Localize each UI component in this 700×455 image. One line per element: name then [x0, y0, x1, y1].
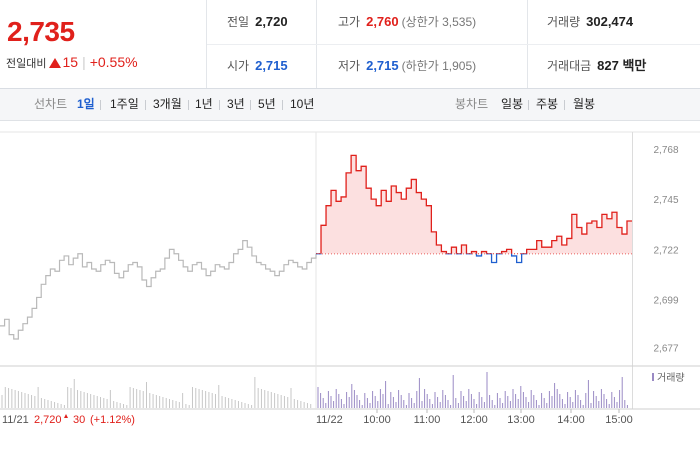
- tab-daily-candle[interactable]: 일봉: [501, 97, 524, 111]
- volume-label: 거래량: [547, 15, 581, 29]
- tab-separator: [564, 100, 565, 110]
- stats-row: 시가 2,715 저가 2,715 (하한가 1,905) 거래대금 827 백만: [207, 44, 700, 88]
- tab-separator: [100, 100, 101, 110]
- y-tick-label: 2,768: [653, 145, 678, 156]
- change-line: 전일대비 15 | +0.55%: [6, 54, 138, 71]
- y-tick-label: 2,677: [653, 344, 678, 355]
- chart-period-tabbar: 선차트 1일 1주일 3개월 1년 3년 5년 10년 봉차트 일봉 주봉 월봉: [0, 89, 700, 121]
- prev-day-line: [0, 240, 317, 340]
- prev-day-change-label: 30: [73, 414, 85, 426]
- open-cell: 시가 2,715: [227, 44, 288, 88]
- change-percent: +0.55%: [89, 54, 138, 70]
- low-cell: 저가 2,715 (하한가 1,905): [338, 44, 476, 88]
- upper-limit: (상한가 3,535): [401, 15, 477, 29]
- price-chart-svg: 2,768 2,745 2,722 2,699 2,677 거래량 11/21 2,720 30…: [0, 131, 700, 426]
- day-area-fill: [321, 155, 632, 254]
- up-triangle-icon: [64, 414, 68, 418]
- up-triangle-icon: [49, 58, 62, 68]
- volume-value: 302,474: [586, 14, 634, 29]
- tab-separator: [188, 100, 189, 110]
- chart-axis-labels: 2,768 2,745 2,722 2,699 2,677 거래량 11/21 2,720 30…: [2, 145, 685, 426]
- tab-separator: [528, 100, 529, 110]
- prev-day-pct-label: (+1.12%): [90, 414, 135, 426]
- tab-1year[interactable]: 1년: [195, 97, 213, 111]
- x-tick-label: 10:00: [363, 414, 391, 426]
- tab-weekly-candle[interactable]: 주봉: [536, 97, 559, 111]
- quote-summary: 2,735 전일대비 15 | +0.55% 전일 2,720 고가 2,760 (상한가 …: [0, 0, 700, 89]
- x-tick-label: 15:00: [605, 414, 633, 426]
- x-tick-label: 11:00: [414, 414, 441, 426]
- tab-10year[interactable]: 10년: [290, 97, 315, 111]
- prev-day-date-label: 11/21: [2, 414, 29, 426]
- day-series: [316, 154, 632, 264]
- tab-1day[interactable]: 1일: [77, 97, 95, 111]
- open-label: 시가: [227, 59, 250, 73]
- candle-chart-label: 봉차트: [455, 97, 489, 111]
- intraday-chart: 2,768 2,745 2,722 2,699 2,677 거래량 11/21 2,720 30…: [0, 121, 700, 450]
- y-tick-label: 2,745: [653, 195, 678, 206]
- high-cell: 고가 2,760 (상한가 3,535): [338, 0, 476, 44]
- x-tick-label: 14:00: [557, 414, 585, 426]
- prev-day-series: [0, 240, 317, 340]
- tab-separator: [250, 100, 251, 110]
- open-value: 2,715: [255, 58, 288, 73]
- change-label: 전일대비: [6, 58, 47, 70]
- quote-stats: 전일 2,720 고가 2,760 (상한가 3,535) 거래량 302,474 시가…: [207, 0, 700, 88]
- volume-legend-swatch: [652, 373, 654, 381]
- chart-grid: [0, 131, 700, 410]
- low-label: 저가: [338, 59, 361, 73]
- day-date-label: 11/22: [316, 414, 343, 426]
- tab-3month[interactable]: 3개월: [153, 97, 182, 111]
- stats-row: 전일 2,720 고가 2,760 (상한가 3,535) 거래량 302,474: [207, 0, 700, 45]
- x-tick-label: 13:00: [507, 414, 535, 426]
- current-price-box: 2,735 전일대비 15 | +0.55%: [0, 0, 207, 88]
- tab-monthly-candle[interactable]: 월봉: [573, 97, 596, 111]
- tab-separator: [219, 100, 220, 110]
- line-chart-label: 선차트: [34, 97, 68, 111]
- amount-label: 거래대금: [547, 59, 592, 73]
- tab-1week[interactable]: 1주일: [110, 97, 139, 111]
- volume-cell: 거래량 302,474: [547, 0, 633, 44]
- current-price: 2,735: [7, 16, 75, 47]
- change-separator: |: [82, 54, 86, 70]
- x-tick-label: 12:00: [460, 414, 488, 426]
- y-tick-label: 2,699: [653, 296, 678, 307]
- low-value: 2,715: [366, 58, 399, 73]
- tab-5year[interactable]: 5년: [258, 97, 276, 111]
- prev-day-close-label: 2,720: [34, 414, 62, 426]
- amount-cell: 거래대금 827 백만: [547, 44, 646, 88]
- volume-bars: [1, 372, 628, 408]
- prev-close-cell: 전일 2,720: [227, 0, 288, 44]
- prev-close-value: 2,720: [255, 14, 288, 29]
- change-value: 15: [62, 54, 79, 70]
- tab-separator: [145, 100, 146, 110]
- high-label: 고가: [338, 15, 361, 29]
- lower-limit: (하한가 1,905): [401, 59, 477, 73]
- prev-close-label: 전일: [227, 15, 250, 29]
- high-value: 2,760: [366, 14, 399, 29]
- amount-value: 827 백만: [597, 58, 647, 73]
- y-tick-label: 2,722: [653, 245, 678, 256]
- tab-3year[interactable]: 3년: [227, 97, 245, 111]
- day-line-up: [316, 154, 632, 254]
- volume-legend-label: 거래량: [657, 372, 685, 384]
- tab-separator: [282, 100, 283, 110]
